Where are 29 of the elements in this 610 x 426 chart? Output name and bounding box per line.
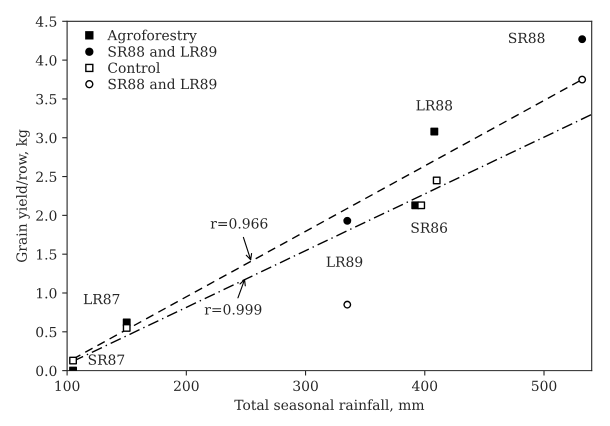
legend-label: Control bbox=[108, 62, 160, 74]
annotation: LR87 bbox=[84, 294, 120, 304]
y-tick-label: 2.5 bbox=[36, 172, 56, 182]
y-tick-label: 1.5 bbox=[36, 249, 56, 260]
x-axis-title: Total seasonal rainfall, mm bbox=[234, 399, 424, 412]
y-tick-label: 0.0 bbox=[36, 366, 56, 376]
legend-label: SR88 and LR89 bbox=[108, 46, 216, 57]
y-tick-label: 4.5 bbox=[36, 16, 56, 27]
x-tick-label: 200 bbox=[174, 380, 199, 392]
legend-label: SR88 and LR89 bbox=[108, 78, 216, 90]
annotation: SR87 bbox=[88, 354, 124, 365]
x-tick-label: 300 bbox=[293, 380, 318, 392]
annotation: SR88 bbox=[508, 32, 544, 44]
y-tick-label: 3.0 bbox=[36, 132, 56, 144]
x-tick-label: 100 bbox=[56, 380, 80, 392]
annotation: r=0.966 bbox=[210, 218, 268, 229]
legend-label: Agroforestry bbox=[107, 30, 197, 44]
y-tick-label: 1.0 bbox=[36, 288, 56, 298]
y-tick-label: 3.5 bbox=[36, 94, 56, 104]
y-tick-label: 2.0 bbox=[36, 210, 56, 221]
y-axis-title: Grain yield/row, kg bbox=[16, 130, 30, 262]
x-tick-label: 400 bbox=[412, 380, 438, 392]
x-tick-label: 500 bbox=[532, 380, 556, 392]
annotation: SR86 bbox=[411, 222, 448, 233]
y-tick-label: 4.0 bbox=[36, 55, 56, 66]
annotation: r=0.999 bbox=[204, 304, 262, 315]
annotation: LR88 bbox=[416, 100, 452, 111]
y-tick-label: 0.5 bbox=[36, 326, 56, 338]
annotation: LR89 bbox=[326, 256, 362, 267]
